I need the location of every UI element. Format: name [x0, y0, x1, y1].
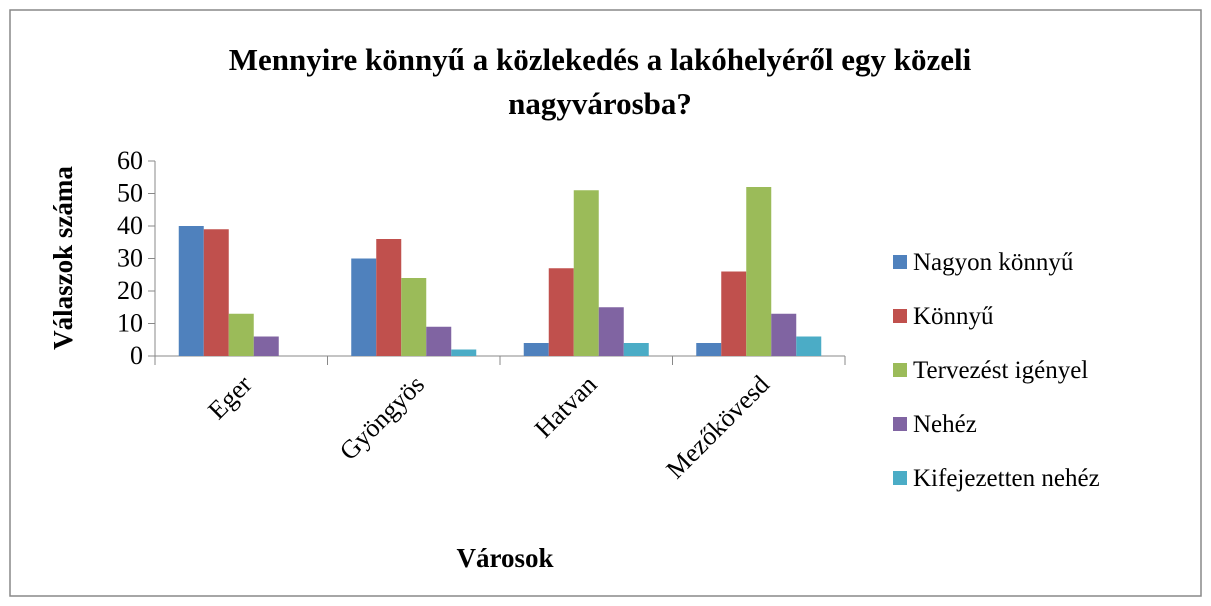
y-axis-label: Válaszok száma — [48, 166, 78, 350]
x-tick-label: Eger — [202, 370, 257, 425]
legend-swatch — [893, 255, 907, 269]
y-tick-label: 0 — [130, 341, 143, 370]
chart-border — [9, 9, 1202, 597]
bar — [548, 268, 574, 356]
bar — [721, 271, 747, 356]
x-tick-label: Gyöngyös — [334, 370, 430, 466]
bar — [598, 307, 624, 356]
bar — [523, 343, 549, 356]
y-tick-label: 20 — [117, 276, 143, 305]
legend-swatch — [893, 363, 907, 377]
bar — [351, 258, 377, 356]
legend-swatch — [893, 309, 907, 323]
bar — [426, 326, 452, 356]
bar — [771, 313, 797, 356]
legend-swatch — [893, 471, 907, 485]
bar — [376, 239, 402, 356]
bar — [696, 343, 722, 356]
y-tick-label: 30 — [117, 244, 143, 273]
legend-label: Nagyon könnyű — [913, 249, 1074, 276]
bar — [573, 190, 599, 356]
legend-label: Nehéz — [913, 411, 977, 438]
x-axis-label: Városok — [456, 543, 553, 573]
bar — [228, 313, 254, 356]
bar — [203, 229, 229, 356]
bar — [253, 336, 279, 356]
y-tick-label: 40 — [117, 211, 143, 240]
bar — [401, 278, 427, 356]
bar — [796, 336, 822, 356]
y-tick-label: 60 — [117, 146, 143, 175]
bar — [623, 343, 649, 356]
y-tick-label: 10 — [117, 309, 143, 338]
x-tick-label: Hatvan — [529, 370, 603, 444]
legend-swatch — [893, 417, 907, 431]
x-tick-label: Mezőkövesd — [661, 370, 775, 484]
chart-title: Mennyire könnyű a közlekedés a lakóhelyé… — [228, 42, 972, 121]
bar — [178, 226, 204, 356]
bar — [746, 187, 772, 356]
y-tick-label: 50 — [117, 179, 143, 208]
legend-label: Tervezést igényel — [913, 357, 1088, 384]
legend-label: Kifejezetten nehéz — [913, 465, 1100, 492]
legend-label: Könnyű — [913, 303, 994, 330]
bar — [451, 349, 477, 356]
